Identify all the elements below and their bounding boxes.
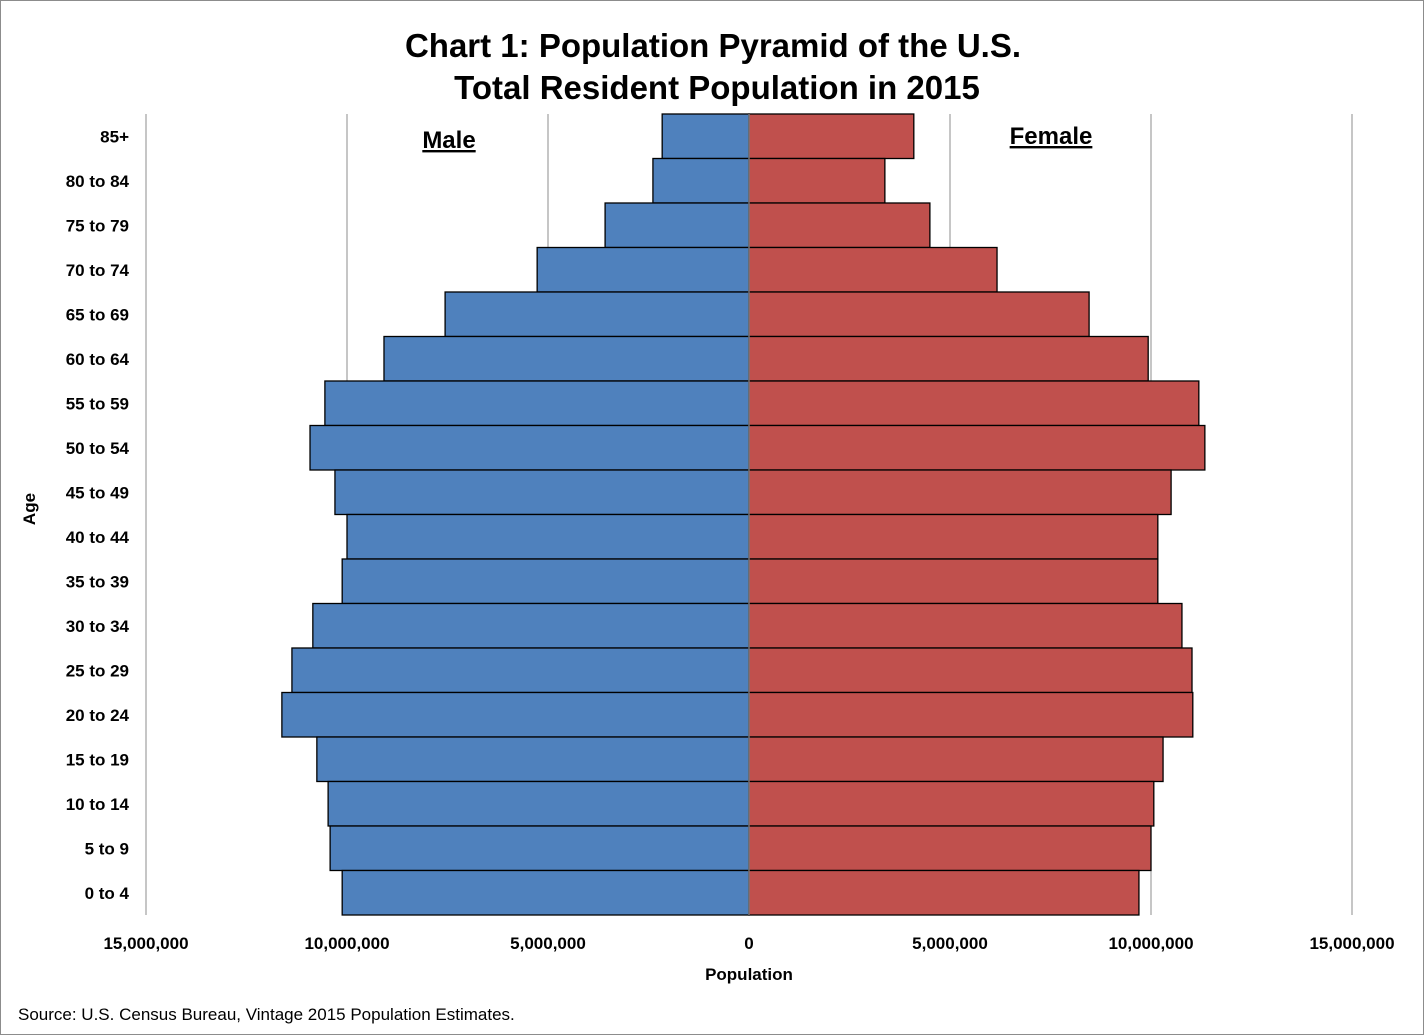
bar-female-16 — [748, 825, 1152, 872]
bar-male-13 — [281, 691, 750, 738]
bar-female-13 — [748, 691, 1194, 738]
x-tick-label: 10,000,000 — [1108, 934, 1193, 953]
y-tick-label: 25 to 29 — [66, 661, 129, 680]
x-tick-label: 15,000,000 — [1309, 934, 1394, 953]
bar-female-1 — [748, 157, 886, 204]
y-tick-label: 5 to 9 — [85, 839, 129, 858]
bar-female-7 — [748, 424, 1206, 471]
bar-male-14 — [316, 736, 750, 783]
bar-female-8 — [748, 469, 1172, 516]
bar-male-11 — [312, 602, 750, 649]
bar-female-15 — [748, 780, 1155, 827]
bar-female-9 — [748, 513, 1159, 560]
y-tick-label: 55 to 59 — [66, 394, 129, 413]
y-tick-label: 60 to 64 — [66, 350, 130, 369]
bar-female-5 — [748, 335, 1149, 382]
bar-male-7 — [309, 424, 750, 471]
bar-female-17 — [748, 869, 1140, 916]
bar-male-5 — [383, 335, 750, 382]
y-tick-label: 65 to 69 — [66, 305, 129, 324]
x-tick-label: 5,000,000 — [912, 934, 988, 953]
y-tick-label: 35 to 39 — [66, 572, 129, 591]
bar-female-0 — [748, 113, 915, 160]
bar-male-4 — [444, 291, 750, 338]
y-tick-label: 75 to 79 — [66, 216, 129, 235]
bar-female-12 — [748, 647, 1193, 694]
y-tick-label: 40 to 44 — [66, 528, 130, 547]
bar-female-2 — [748, 202, 931, 249]
bar-male-0 — [661, 113, 750, 160]
y-tick-label: 30 to 34 — [66, 617, 130, 636]
bar-male-8 — [334, 469, 750, 516]
x-tick-label: 0 — [744, 934, 753, 953]
y-tick-label: 70 to 74 — [66, 261, 130, 280]
y-tick-label: 10 to 14 — [66, 795, 130, 814]
bar-male-10 — [341, 558, 750, 605]
bar-male-17 — [341, 869, 750, 916]
x-tick-label: 10,000,000 — [304, 934, 389, 953]
chart-title-line-1: Chart 1: Population Pyramid of the U.S. — [405, 27, 1021, 64]
y-tick-label: 80 to 84 — [66, 172, 130, 191]
y-tick-label: 45 to 49 — [66, 483, 129, 502]
bar-female-3 — [748, 246, 998, 293]
x-axis-title: Population — [705, 965, 793, 984]
x-tick-label: 5,000,000 — [510, 934, 586, 953]
x-tick-label: 15,000,000 — [103, 934, 188, 953]
bar-female-10 — [748, 558, 1159, 605]
bar-female-14 — [748, 736, 1164, 783]
y-tick-label: 20 to 24 — [66, 706, 130, 725]
y-tick-label: 0 to 4 — [85, 884, 130, 903]
series-label-female: Female — [1010, 123, 1093, 150]
bar-male-3 — [536, 246, 750, 293]
chart-title-line-2: Total Resident Population in 2015 — [454, 69, 980, 106]
bar-male-2 — [604, 202, 750, 249]
source-note: Source: U.S. Census Bureau, Vintage 2015… — [18, 1005, 515, 1024]
y-axis-title: Age — [20, 493, 39, 525]
y-tick-label: 15 to 19 — [66, 750, 129, 769]
y-tick-label: 85+ — [100, 127, 129, 146]
bar-male-6 — [324, 380, 750, 427]
bar-male-1 — [652, 157, 750, 204]
bar-male-16 — [329, 825, 750, 872]
series-label-male: Male — [422, 127, 475, 154]
bar-female-4 — [748, 291, 1090, 338]
bar-male-15 — [327, 780, 750, 827]
bar-female-11 — [748, 602, 1183, 649]
bar-male-12 — [291, 647, 750, 694]
bar-female-6 — [748, 380, 1200, 427]
bar-male-9 — [346, 513, 750, 560]
y-tick-label: 50 to 54 — [66, 439, 130, 458]
